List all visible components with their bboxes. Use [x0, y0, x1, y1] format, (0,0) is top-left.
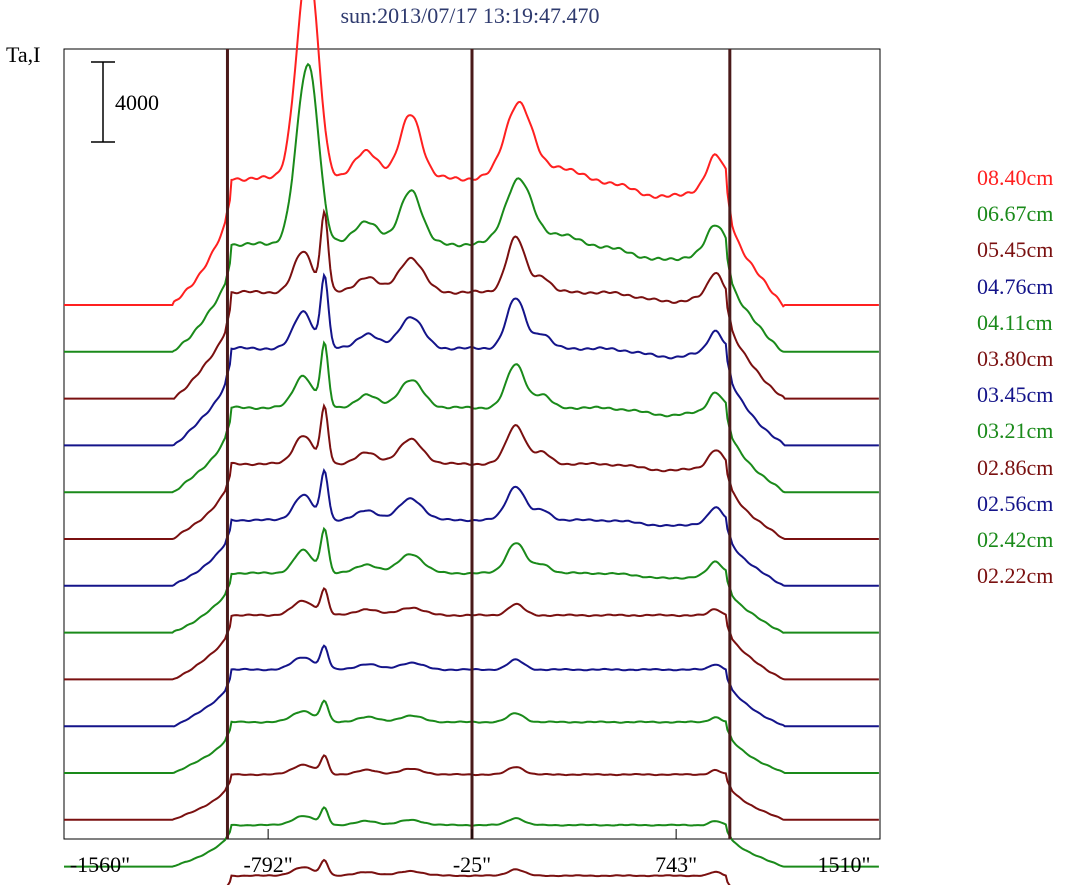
x-ticks-group: -1560" -792" -25" 743" 1510" — [63, 829, 881, 877]
legend-item-02-22cm: 02.22cm — [977, 563, 1054, 589]
legend-item-05-45cm: 05.45cm — [977, 237, 1054, 263]
chart-title: sun:2013/07/17 13:19:47.470 — [340, 3, 600, 28]
legend-item-03-21cm: 03.21cm — [977, 418, 1054, 444]
x-tick-label-1: -792" — [243, 852, 292, 877]
legend: 08.40cm 06.67cm 05.45cm 04.76cm 04.11cm 03.80… — [977, 160, 1053, 594]
legend-item-06-67cm: 06.67cm — [977, 201, 1054, 227]
legend-item-02-86cm: 02.86cm — [977, 454, 1054, 480]
x-tick-label-3: 743" — [655, 852, 697, 877]
legend-item-03-45cm: 03.45cm — [977, 382, 1054, 408]
legend-item-03-80cm: 03.80cm — [977, 345, 1054, 371]
series-line-extra-1 — [226, 858, 731, 885]
legend-item-08-40cm: 08.40cm — [977, 165, 1054, 190]
scale-bar-label: 4000 — [115, 90, 159, 115]
legend-item-02-56cm: 02.56cm — [977, 490, 1054, 516]
legend-item-04-11cm: 04.11cm — [977, 309, 1053, 335]
limb-lines-group — [225, 49, 732, 839]
x-tick-label-2: -25" — [453, 852, 491, 877]
legend-item-02-42cm: 02.42cm — [977, 526, 1054, 552]
scale-bar: 4000 — [91, 61, 159, 143]
x-tick-label-4: 1510" — [818, 852, 871, 877]
y-axis-label: Ta,I — [6, 42, 41, 67]
legend-item-04-76cm: 04.76cm — [977, 273, 1054, 299]
x-tick-label-0: -1560" — [70, 852, 130, 877]
